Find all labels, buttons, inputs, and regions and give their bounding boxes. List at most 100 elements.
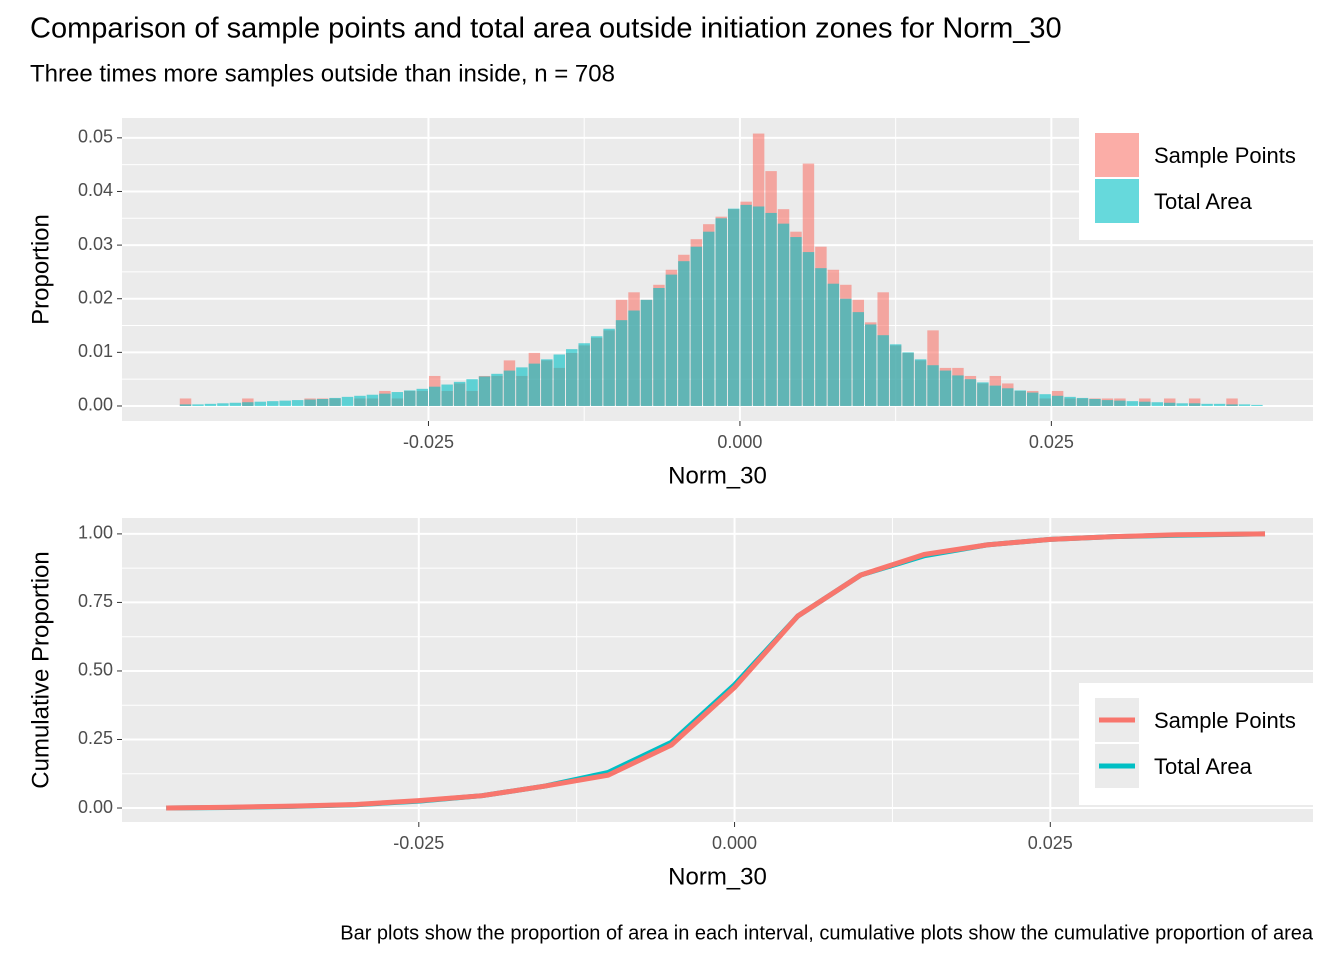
y-tick-label: 0.03 [78,234,113,254]
bar [1251,404,1263,406]
bar [590,336,603,406]
y-tick-label: 0.25 [78,728,113,748]
x-tick-label: 0.000 [712,833,757,853]
bar [715,218,727,406]
bar [790,237,802,406]
bar [341,396,354,406]
bar [192,404,204,406]
bar [1164,402,1176,406]
x-axis-title: Norm_30 [668,863,767,890]
bar [354,395,366,406]
bar [1101,400,1114,406]
bar [889,344,902,406]
bar [553,354,566,406]
bar [765,212,777,406]
bar [877,335,889,406]
bar [802,252,815,406]
bar [640,299,653,406]
y-tick-label: 0.00 [78,797,113,817]
line [166,531,1266,811]
legend-label: Sample Points [1154,708,1296,733]
bar [865,324,877,406]
x-tick-label: 0.025 [1028,833,1073,853]
bar [1064,396,1076,406]
bar [1151,402,1164,406]
bar [703,231,715,406]
bar [927,365,939,406]
bar [329,397,341,406]
legend-label: Sample Points [1154,143,1296,168]
bar [1176,403,1188,406]
bar [914,359,927,406]
bar [902,352,914,406]
bar [1201,403,1213,406]
y-tick-label: 0.02 [78,287,113,307]
bar [503,370,516,406]
y-tick-label: 0.01 [78,341,113,361]
bar [1026,392,1039,406]
x-tick-label: 0.000 [717,432,762,452]
y-tick-label: 0.50 [78,660,113,680]
bar [1188,403,1201,406]
bar [453,381,466,406]
bar [1039,394,1051,406]
bar [578,343,590,406]
y-axis-title: Proportion [27,214,54,325]
subtitle: Three times more samples outside than in… [30,60,615,87]
x-tick-label: 0.025 [1029,432,1074,452]
bar [952,375,964,406]
bar [727,208,740,406]
bar [777,223,790,406]
y-tick-label: 0.04 [78,180,113,200]
bar [1089,399,1101,406]
bar [603,328,615,406]
bar [690,246,703,406]
bar [466,379,478,406]
bar [1076,397,1089,406]
bar [1051,395,1064,406]
bar [491,373,503,406]
bar [653,288,665,406]
y-tick-label: 1.00 [78,523,113,543]
bar [977,382,989,406]
bar [217,403,229,406]
bar [179,404,192,406]
bar [291,400,304,406]
bar [478,376,491,406]
y-tick-label: 0.00 [78,395,113,415]
bar [1139,401,1151,406]
bar [566,349,578,406]
bar [628,310,640,406]
bar [391,392,404,406]
bar [1126,401,1139,406]
bar [516,367,528,406]
bar [366,394,379,406]
bar [939,370,952,406]
legend-key [1095,133,1139,177]
legend-label: Total Area [1154,754,1253,779]
bar [304,399,316,406]
x-tick-label: -0.025 [403,432,454,452]
bar [1226,398,1238,406]
bar [267,401,279,406]
bar [1213,403,1226,406]
bar [615,320,628,406]
bar [541,359,553,406]
bar [1188,398,1201,406]
bar [242,402,254,406]
bar [964,379,977,406]
bar [416,388,428,406]
bar [316,399,329,406]
bar [1114,400,1126,406]
legend-label: Total Area [1154,189,1253,214]
bar [1014,390,1026,406]
y-tick-label: 0.75 [78,591,113,611]
bar [179,398,192,406]
bar [678,261,690,406]
bar [1002,388,1014,406]
bar [752,206,765,406]
y-tick-label: 0.05 [78,127,113,147]
legend-key [1095,179,1139,223]
bar [840,298,852,406]
